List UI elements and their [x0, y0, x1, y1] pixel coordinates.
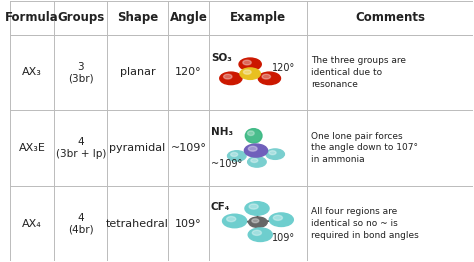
Text: planar: planar [119, 67, 155, 77]
Text: AX₃: AX₃ [22, 67, 42, 77]
Circle shape [249, 204, 258, 209]
Text: Groups: Groups [57, 11, 104, 24]
Circle shape [251, 159, 258, 162]
Circle shape [244, 70, 251, 74]
Circle shape [220, 72, 242, 85]
Text: 120°: 120° [273, 63, 296, 73]
Text: All four regions are
identical so no ~ is
required in bond angles: All four regions are identical so no ~ i… [311, 207, 419, 240]
Circle shape [227, 216, 236, 222]
Circle shape [269, 151, 276, 155]
Circle shape [258, 72, 281, 85]
Text: Shape: Shape [117, 11, 158, 24]
Text: Comments: Comments [355, 11, 425, 24]
Circle shape [252, 230, 262, 235]
Circle shape [231, 152, 238, 156]
Text: SO₃: SO₃ [211, 53, 232, 63]
Text: One lone pair forces
the angle down to 107°
in ammonia: One lone pair forces the angle down to 1… [311, 132, 418, 164]
Text: ~109°: ~109° [171, 143, 206, 153]
Circle shape [248, 228, 272, 242]
Text: AX₃E: AX₃E [18, 143, 46, 153]
Circle shape [228, 151, 246, 161]
Text: 109°: 109° [175, 219, 202, 228]
Circle shape [224, 74, 232, 79]
Circle shape [273, 215, 283, 220]
Circle shape [269, 213, 293, 226]
Circle shape [245, 202, 269, 215]
Text: AX₄: AX₄ [22, 219, 42, 228]
Text: 3
(3br): 3 (3br) [68, 62, 93, 83]
Text: CF₄: CF₄ [210, 201, 230, 212]
Text: 109°: 109° [272, 233, 295, 243]
Circle shape [249, 217, 267, 227]
Circle shape [243, 60, 251, 65]
Text: Angle: Angle [170, 11, 208, 24]
Circle shape [240, 68, 260, 79]
Text: tetrahedral: tetrahedral [106, 219, 169, 228]
Text: pyramidal: pyramidal [109, 143, 165, 153]
Circle shape [247, 157, 266, 167]
Ellipse shape [247, 131, 254, 135]
Text: 120°: 120° [175, 67, 202, 77]
Ellipse shape [246, 129, 262, 143]
Circle shape [262, 74, 271, 79]
Text: NH₃: NH₃ [210, 127, 233, 137]
Circle shape [252, 219, 259, 223]
Text: Example: Example [230, 11, 286, 24]
Text: Formula: Formula [5, 11, 59, 24]
Text: 4
(4br): 4 (4br) [68, 213, 93, 234]
Circle shape [248, 146, 257, 151]
Circle shape [239, 58, 261, 70]
Text: 4
(3br + lp): 4 (3br + lp) [55, 137, 106, 159]
Text: The three groups are
identical due to
resonance: The three groups are identical due to re… [311, 56, 406, 89]
Circle shape [245, 144, 267, 157]
Circle shape [266, 149, 284, 159]
Text: ~109°: ~109° [210, 159, 242, 169]
Circle shape [222, 214, 246, 228]
